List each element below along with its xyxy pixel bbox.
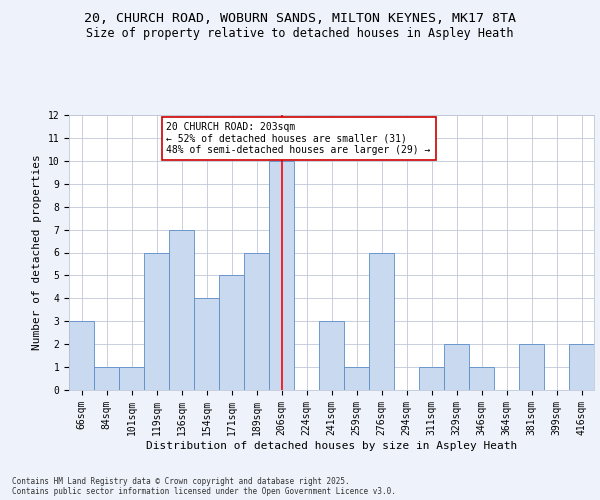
Bar — [569, 344, 594, 390]
Text: Contains HM Land Registry data © Crown copyright and database right 2025.: Contains HM Land Registry data © Crown c… — [12, 477, 350, 486]
Bar — [94, 367, 119, 390]
X-axis label: Distribution of detached houses by size in Aspley Heath: Distribution of detached houses by size … — [146, 440, 517, 450]
Bar — [369, 252, 394, 390]
Bar — [319, 322, 344, 390]
Y-axis label: Number of detached properties: Number of detached properties — [32, 154, 42, 350]
Text: 20, CHURCH ROAD, WOBURN SANDS, MILTON KEYNES, MK17 8TA: 20, CHURCH ROAD, WOBURN SANDS, MILTON KE… — [84, 12, 516, 26]
Bar — [194, 298, 219, 390]
Bar — [419, 367, 444, 390]
Bar — [144, 252, 169, 390]
Bar — [169, 230, 194, 390]
Bar — [519, 344, 544, 390]
Bar — [244, 252, 269, 390]
Text: Contains public sector information licensed under the Open Government Licence v3: Contains public sector information licen… — [12, 487, 396, 496]
Bar — [119, 367, 144, 390]
Bar — [69, 322, 94, 390]
Bar — [469, 367, 494, 390]
Bar — [444, 344, 469, 390]
Bar — [269, 161, 294, 390]
Text: 20 CHURCH ROAD: 203sqm
← 52% of detached houses are smaller (31)
48% of semi-det: 20 CHURCH ROAD: 203sqm ← 52% of detached… — [167, 122, 431, 155]
Text: Size of property relative to detached houses in Aspley Heath: Size of property relative to detached ho… — [86, 28, 514, 40]
Bar — [219, 276, 244, 390]
Bar — [344, 367, 369, 390]
